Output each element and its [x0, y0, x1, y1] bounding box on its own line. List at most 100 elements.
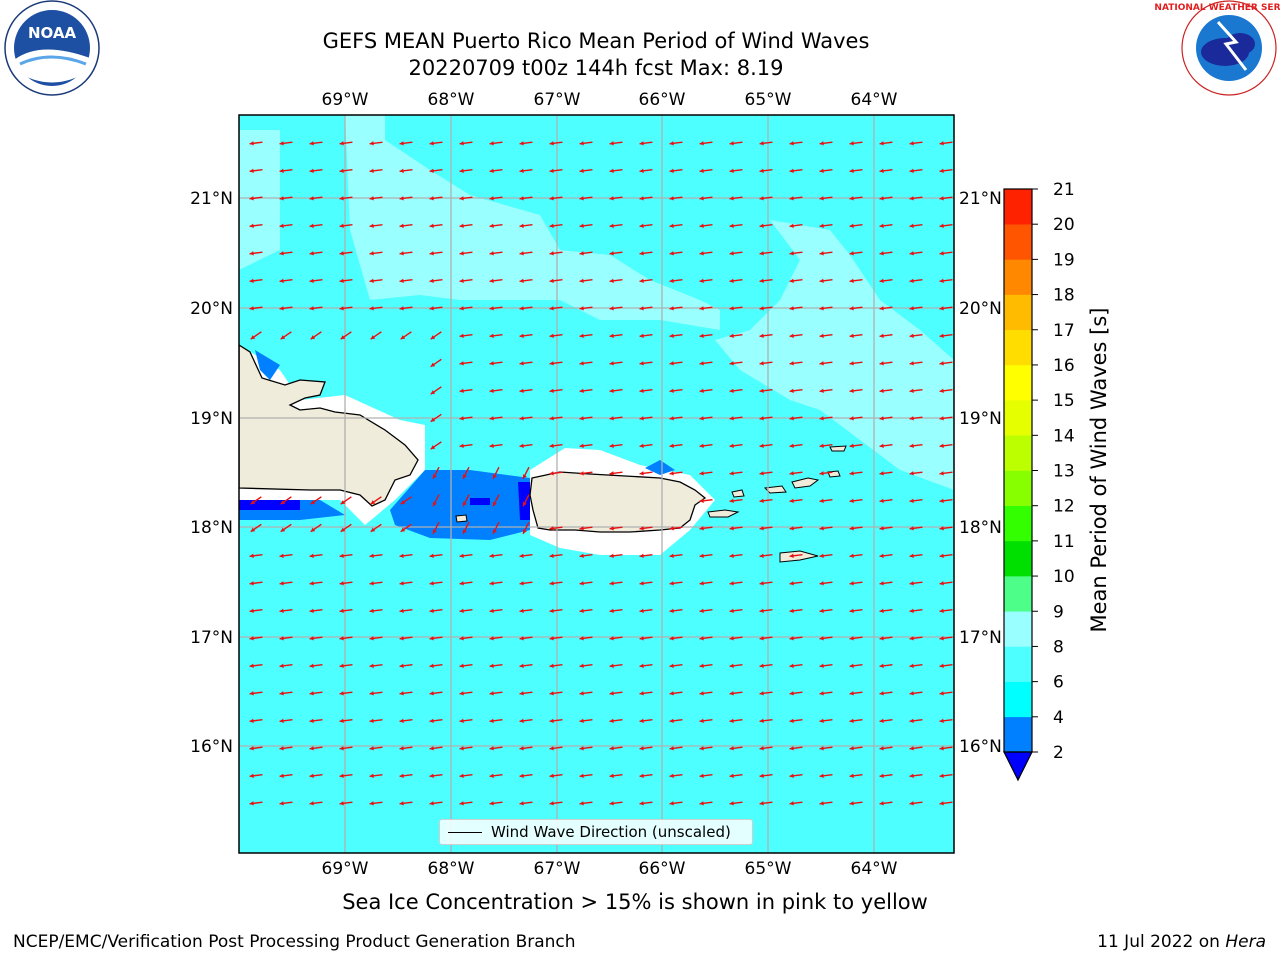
wave-arrow-head — [280, 500, 286, 505]
wave-arrow-head — [279, 608, 284, 613]
wave-arrow-head — [849, 416, 854, 421]
wave-arrow-head — [939, 581, 944, 586]
wave-arrow-head — [309, 718, 314, 723]
wave-arrow-head — [609, 278, 614, 283]
wave-arrow-head — [519, 636, 524, 641]
wave-arrow-head — [699, 581, 704, 586]
wave-arrow-head — [279, 196, 284, 201]
wave-arrow-head — [399, 581, 404, 586]
wave-arrow-head — [789, 416, 794, 421]
wave-arrow-head — [399, 636, 404, 641]
wave-arrow-head — [459, 388, 464, 393]
wave-arrow-head — [819, 801, 824, 806]
wave-arrow-head — [549, 526, 554, 531]
wave-arrow-head — [909, 636, 914, 641]
lon-tick-bottom: 67°W — [534, 859, 581, 879]
lat-tick-left: 21°N — [190, 189, 233, 209]
wave-arrow-head — [939, 746, 944, 751]
wave-arrow-head — [339, 278, 344, 283]
wave-arrow-head — [729, 773, 734, 778]
wave-arrow-head — [669, 333, 674, 338]
wave-arrow-head — [909, 361, 914, 366]
wave-arrow-head — [939, 388, 944, 393]
wave-arrow-head — [430, 445, 436, 450]
wave-arrow-head — [849, 278, 854, 283]
latitude-ticks: 21°N 20°N 19°N 18°N 17°N 16°N 21°N 20°N … — [190, 189, 1002, 757]
wave-arrow-head — [399, 691, 404, 696]
wave-arrow-head — [909, 526, 914, 531]
wave-arrow-head — [789, 278, 794, 283]
wave-arrow-head — [579, 553, 584, 558]
wave-arrow-head — [459, 691, 464, 696]
wave-arrow-head — [430, 362, 436, 367]
wave-arrow-head — [549, 251, 554, 256]
sea-ice-note: Sea Ice Concentration > 15% is shown in … — [342, 890, 928, 914]
wave-arrow-head — [549, 333, 554, 338]
wave-arrow-head — [310, 527, 316, 532]
wave-arrow-head — [609, 581, 614, 586]
wave-arrow-head — [339, 636, 344, 641]
wave-arrow-head — [729, 388, 734, 393]
wave-arrow-head — [729, 361, 734, 366]
wave-arrow-head — [309, 608, 314, 613]
wave-arrow-head — [849, 636, 854, 641]
legend-label: Wind Wave Direction (unscaled) — [491, 823, 731, 841]
wave-arrow-head — [729, 223, 734, 228]
wave-arrow-head — [279, 581, 284, 586]
wave-arrow-head — [909, 691, 914, 696]
lat-tick-right: 18°N — [959, 518, 1002, 538]
wave-arrow-head — [549, 746, 554, 751]
wave-arrow-head — [639, 801, 644, 806]
wave-arrow-head — [249, 663, 254, 668]
wave-arrow-head — [819, 746, 824, 751]
wave-arrow-head — [369, 251, 374, 256]
wave-arrow-head — [849, 168, 854, 173]
colorbar-tick-label: 12 — [1053, 497, 1075, 517]
wave-arrow-head — [430, 335, 436, 340]
wave-arrow-head — [519, 773, 524, 778]
wave-arrow-head — [339, 251, 344, 256]
wave-arrow-head — [340, 500, 346, 505]
wave-arrow-head — [579, 526, 584, 531]
wave-arrow-head — [729, 443, 734, 448]
colorbar-segment — [1004, 400, 1032, 436]
wave-arrow-head — [609, 388, 614, 393]
wave-arrow-head — [459, 553, 464, 558]
wave-arrow-head — [819, 168, 824, 173]
wave-arrow-head — [729, 278, 734, 283]
colorbar-segment — [1004, 716, 1032, 753]
colorbar-tick-label: 21 — [1053, 180, 1075, 200]
wave-arrow-head — [489, 773, 494, 778]
wave-arrow-head — [699, 471, 704, 476]
wave-arrow-head — [459, 416, 464, 421]
wave-arrow-head — [369, 608, 374, 613]
wave-arrow-head — [489, 278, 494, 283]
wave-arrow-head — [579, 773, 584, 778]
wave-arrow-head — [369, 581, 374, 586]
wave-arrow-head — [759, 636, 764, 641]
wave-arrow-head — [669, 251, 674, 256]
colorbar-tick-label: 19 — [1053, 250, 1075, 270]
colorbar-segment — [1004, 646, 1032, 682]
wave-arrow-head — [459, 306, 464, 311]
wave-arrow-head — [789, 168, 794, 173]
wave-arrow-head — [879, 526, 884, 531]
lat-tick-left: 19°N — [190, 409, 233, 429]
wave-arrow-head — [789, 581, 794, 586]
wave-arrow-head — [399, 251, 404, 256]
wave-arrow-head — [819, 251, 824, 256]
colorbar-tick-label: 15 — [1053, 391, 1075, 411]
colorbar-tick-label: 18 — [1053, 286, 1075, 306]
wave-arrow-head — [699, 278, 704, 283]
wave-arrow-head — [639, 278, 644, 283]
wave-arrow-head — [429, 746, 434, 751]
wave-arrow-head — [492, 474, 497, 479]
wave-arrow-head — [399, 553, 404, 558]
footer-date: 11 Jul 2022 on Hera — [1097, 932, 1266, 952]
wave-arrow-head — [279, 746, 284, 751]
wave-arrow-head — [729, 581, 734, 586]
wave-arrow-head — [819, 416, 824, 421]
wave-arrow-head — [699, 306, 704, 311]
wave-arrow-head — [432, 529, 437, 534]
wave-arrow-head — [699, 746, 704, 751]
